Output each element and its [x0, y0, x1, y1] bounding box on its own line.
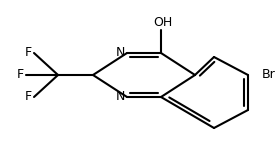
Text: F: F — [25, 90, 32, 104]
Text: N: N — [116, 90, 125, 104]
Text: F: F — [17, 69, 24, 81]
Text: F: F — [25, 46, 32, 60]
Text: OH: OH — [153, 16, 173, 29]
Text: N: N — [116, 46, 125, 60]
Text: Br: Br — [262, 69, 276, 81]
